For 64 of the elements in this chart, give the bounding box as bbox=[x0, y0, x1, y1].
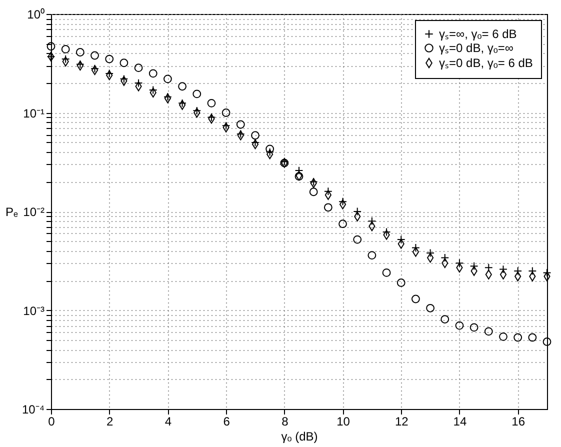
point bbox=[382, 268, 391, 277]
point bbox=[120, 58, 128, 68]
point bbox=[46, 42, 56, 51]
point bbox=[309, 188, 318, 196]
x-tick-label: 4 bbox=[164, 414, 172, 428]
y-tick-label: 10⁻¹ bbox=[23, 106, 45, 120]
x-tick-label: 6 bbox=[223, 414, 230, 428]
point bbox=[222, 108, 230, 117]
y-tick-label: 10⁻³ bbox=[23, 304, 45, 318]
point bbox=[368, 216, 376, 226]
point bbox=[528, 333, 537, 342]
x-tick-label: 8 bbox=[282, 414, 289, 428]
point bbox=[484, 327, 493, 336]
x-tick-label: 16 bbox=[512, 414, 526, 428]
point bbox=[339, 199, 346, 210]
point bbox=[236, 120, 245, 129]
point bbox=[500, 270, 507, 280]
point bbox=[76, 48, 84, 56]
point bbox=[440, 315, 450, 324]
x-tick-label: 14 bbox=[453, 414, 467, 428]
legend-label: γₛ=0 dB, γₒ=∞ bbox=[439, 41, 514, 55]
point bbox=[91, 65, 98, 76]
point bbox=[324, 203, 332, 212]
point bbox=[514, 333, 522, 342]
point bbox=[90, 51, 99, 60]
point bbox=[485, 270, 492, 280]
x-tick-label: 2 bbox=[106, 414, 114, 428]
point bbox=[499, 332, 508, 341]
point bbox=[251, 131, 260, 140]
point bbox=[455, 321, 464, 330]
point bbox=[426, 304, 434, 312]
point bbox=[266, 144, 274, 154]
point bbox=[354, 212, 361, 222]
point bbox=[252, 139, 259, 150]
point bbox=[353, 235, 362, 244]
point bbox=[396, 278, 406, 287]
point bbox=[61, 45, 70, 54]
point bbox=[178, 82, 186, 91]
point bbox=[338, 220, 347, 228]
x-tick-label: 12 bbox=[394, 414, 409, 428]
x-tick-label: 0 bbox=[48, 414, 56, 428]
point bbox=[105, 54, 114, 64]
point bbox=[542, 338, 552, 346]
point bbox=[164, 74, 172, 84]
point bbox=[455, 258, 464, 268]
point bbox=[148, 69, 158, 78]
y-tick-label: 10⁰ bbox=[27, 8, 44, 22]
point bbox=[470, 266, 478, 276]
legend-label: γₛ=0 dB, γₒ= 6 dB bbox=[439, 56, 533, 70]
legend-label: γₛ=∞, γₒ= 6 dB bbox=[439, 27, 517, 41]
point bbox=[412, 294, 420, 304]
y-tick-label: 10⁻² bbox=[23, 205, 45, 219]
point bbox=[192, 90, 202, 98]
point bbox=[207, 98, 216, 108]
point bbox=[470, 323, 478, 332]
point bbox=[134, 64, 143, 72]
point bbox=[62, 56, 69, 66]
x-tick-label: 10 bbox=[336, 414, 350, 428]
point bbox=[470, 262, 478, 270]
y-axis-title: Pₑ bbox=[6, 205, 19, 219]
x-axis-title: γₒ (dB) bbox=[281, 430, 318, 444]
y-tick-label: 10⁻⁴ bbox=[22, 402, 44, 416]
point bbox=[324, 190, 332, 200]
point bbox=[368, 251, 376, 260]
